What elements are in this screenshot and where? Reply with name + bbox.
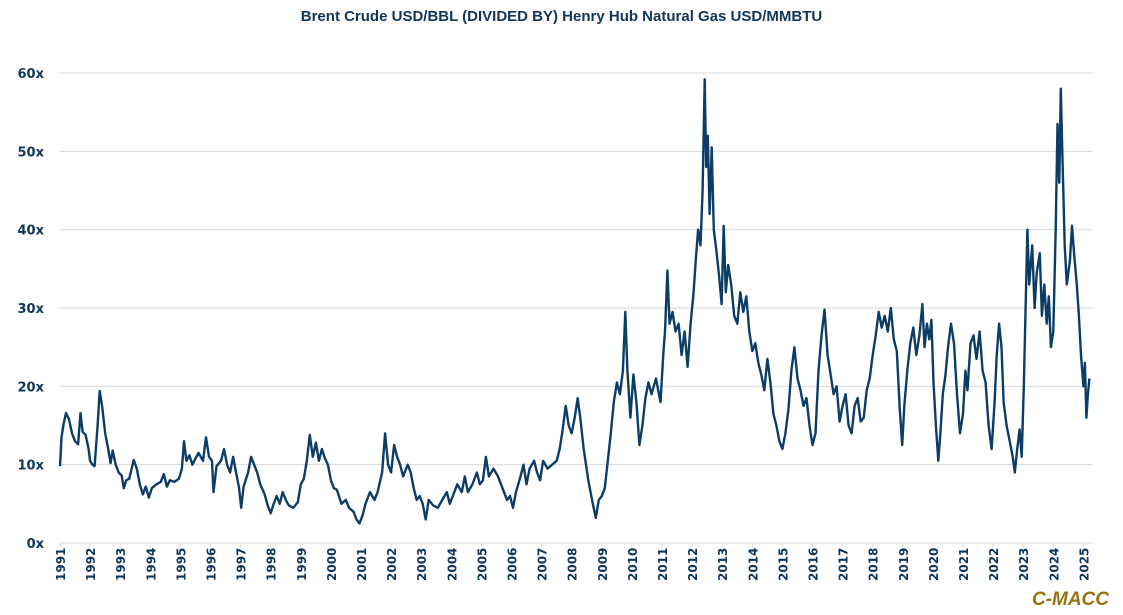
x-tick-label: 1993 — [114, 548, 128, 581]
x-tick-label: 2004 — [445, 548, 459, 581]
x-tick-label: 2025 — [1077, 548, 1091, 581]
x-tick-label: 2007 — [536, 548, 550, 581]
x-tick-label: 2006 — [506, 548, 520, 581]
x-tick-label: 2012 — [686, 548, 700, 581]
x-tick-label: 2009 — [596, 548, 610, 581]
brand-watermark: C-MACC — [1031, 589, 1109, 610]
chart-title: Brent Crude USD/BBL (DIVIDED BY) Henry H… — [300, 8, 823, 25]
x-tick-label: 2008 — [566, 548, 580, 581]
y-tick-label: 20x — [18, 380, 45, 395]
x-tick-label: 1999 — [295, 548, 309, 581]
x-tick-label: 2000 — [325, 548, 339, 581]
x-tick-label: 1994 — [144, 548, 158, 581]
x-tick-label: 2018 — [867, 548, 881, 581]
x-tick-label: 2001 — [355, 548, 369, 581]
x-tick-label: 2005 — [475, 548, 489, 581]
x-tick-label: 2020 — [927, 548, 941, 581]
y-tick-label: 10x — [18, 459, 45, 474]
x-tick-label: 1997 — [235, 548, 249, 581]
x-tick-label: 2003 — [415, 548, 429, 581]
y-axis: 0x 10x 20x 30x 40x 50x 60x — [18, 67, 45, 552]
x-tick-label: 2011 — [656, 548, 670, 581]
x-tick-label: 2015 — [776, 548, 790, 581]
x-tick-label: 1992 — [84, 548, 98, 581]
y-tick-label: 50x — [18, 145, 45, 160]
x-tick-label: 2016 — [807, 548, 821, 581]
x-tick-label: 1998 — [265, 548, 279, 581]
x-axis: 1991 1992 1993 1994 1995 1996 1997 1998 1999 2000… — [54, 543, 1091, 581]
x-tick-label: 2022 — [987, 548, 1001, 581]
series-line-0 — [58, 78, 1091, 525]
x-tick-label: 1996 — [205, 548, 219, 581]
y-tick-label: 0x — [27, 537, 45, 552]
y-tick-label: 40x — [18, 224, 45, 239]
x-tick-label: 2019 — [897, 548, 911, 581]
x-tick-label: 1991 — [54, 548, 68, 581]
x-tick-label: 2021 — [957, 548, 971, 581]
x-tick-label: 1995 — [174, 548, 188, 581]
y-tick-label: 60x — [18, 67, 45, 82]
x-tick-label: 2023 — [1017, 548, 1031, 581]
x-tick-label: 2002 — [385, 548, 399, 581]
series-layer — [58, 78, 1091, 525]
x-tick-label: 2010 — [626, 548, 640, 581]
x-tick-label: 2013 — [716, 548, 730, 581]
y-tick-label: 30x — [18, 302, 45, 317]
x-tick-label: 2017 — [837, 548, 851, 581]
x-tick-label: 2014 — [746, 548, 760, 581]
gridlines — [60, 72, 1092, 544]
x-tick-label: 2024 — [1047, 548, 1061, 581]
